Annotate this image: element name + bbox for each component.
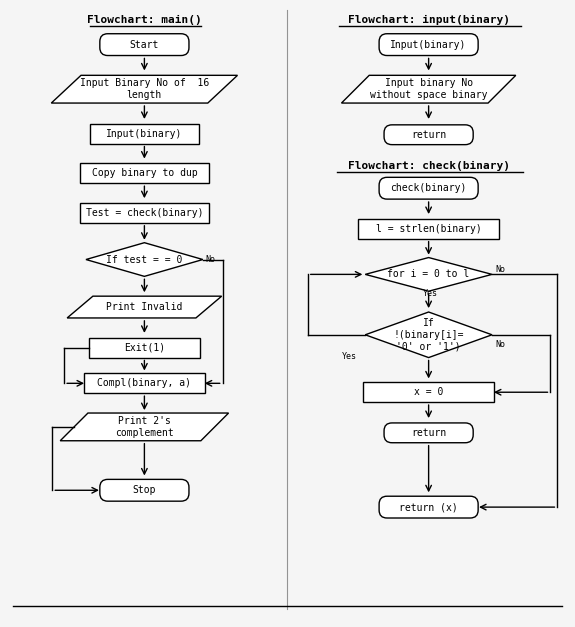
Text: If test = = 0: If test = = 0 bbox=[106, 255, 183, 265]
Text: Copy binary to dup: Copy binary to dup bbox=[91, 169, 197, 178]
Text: Input(binary): Input(binary) bbox=[390, 40, 467, 50]
Polygon shape bbox=[67, 296, 221, 318]
FancyBboxPatch shape bbox=[379, 34, 478, 56]
Text: Compl(binary, a): Compl(binary, a) bbox=[97, 378, 191, 388]
Polygon shape bbox=[60, 413, 229, 441]
Text: No: No bbox=[206, 255, 216, 264]
Text: return (x): return (x) bbox=[399, 502, 458, 512]
Text: Flowchart: check(binary): Flowchart: check(binary) bbox=[348, 161, 509, 171]
FancyBboxPatch shape bbox=[358, 219, 499, 239]
Text: Flowchart: input(binary): Flowchart: input(binary) bbox=[348, 15, 509, 25]
Text: Print 2's
complement: Print 2's complement bbox=[115, 416, 174, 438]
Text: No: No bbox=[495, 340, 505, 349]
Text: Yes: Yes bbox=[342, 352, 357, 361]
Text: x = 0: x = 0 bbox=[414, 387, 443, 398]
Polygon shape bbox=[365, 258, 492, 291]
Text: Print Invalid: Print Invalid bbox=[106, 302, 183, 312]
FancyBboxPatch shape bbox=[379, 496, 478, 518]
Text: Stop: Stop bbox=[133, 485, 156, 495]
Text: Test = check(binary): Test = check(binary) bbox=[86, 208, 203, 218]
Text: No: No bbox=[495, 265, 505, 274]
Polygon shape bbox=[51, 75, 237, 103]
FancyBboxPatch shape bbox=[90, 124, 199, 144]
Text: Input Binary No of  16
length: Input Binary No of 16 length bbox=[80, 78, 209, 100]
FancyBboxPatch shape bbox=[100, 480, 189, 501]
FancyBboxPatch shape bbox=[379, 177, 478, 199]
FancyBboxPatch shape bbox=[89, 338, 200, 357]
Text: Start: Start bbox=[130, 40, 159, 50]
FancyBboxPatch shape bbox=[363, 382, 494, 402]
Text: Yes: Yes bbox=[423, 288, 438, 298]
Text: for i = 0 to l: for i = 0 to l bbox=[388, 270, 470, 280]
Text: Input binary No
without space binary: Input binary No without space binary bbox=[370, 78, 488, 100]
Text: return: return bbox=[411, 130, 446, 140]
Polygon shape bbox=[365, 312, 492, 357]
FancyBboxPatch shape bbox=[100, 34, 189, 56]
Text: Input(binary): Input(binary) bbox=[106, 129, 183, 139]
Text: Exit(1): Exit(1) bbox=[124, 343, 165, 352]
Polygon shape bbox=[342, 75, 516, 103]
Text: return: return bbox=[411, 428, 446, 438]
Text: Flowchart: main(): Flowchart: main() bbox=[87, 15, 202, 25]
Text: If
!(binary[i]=
'0' or '1'): If !(binary[i]= '0' or '1') bbox=[393, 318, 464, 351]
Text: check(binary): check(binary) bbox=[390, 183, 467, 193]
FancyBboxPatch shape bbox=[84, 374, 205, 393]
Text: l = strlen(binary): l = strlen(binary) bbox=[375, 224, 481, 234]
Polygon shape bbox=[86, 243, 203, 277]
FancyBboxPatch shape bbox=[80, 203, 209, 223]
FancyBboxPatch shape bbox=[384, 423, 473, 443]
FancyBboxPatch shape bbox=[384, 125, 473, 145]
FancyBboxPatch shape bbox=[80, 164, 209, 183]
